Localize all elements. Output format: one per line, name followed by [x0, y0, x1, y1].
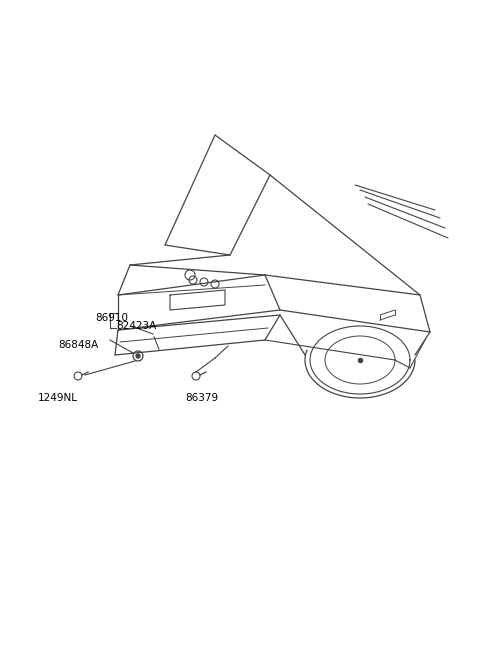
- Text: 86910: 86910: [95, 313, 128, 323]
- Text: 86379: 86379: [185, 393, 218, 403]
- Text: 86848A: 86848A: [58, 340, 98, 350]
- Text: 1249NL: 1249NL: [38, 393, 78, 403]
- Circle shape: [136, 354, 140, 358]
- Text: 82423A: 82423A: [116, 321, 156, 331]
